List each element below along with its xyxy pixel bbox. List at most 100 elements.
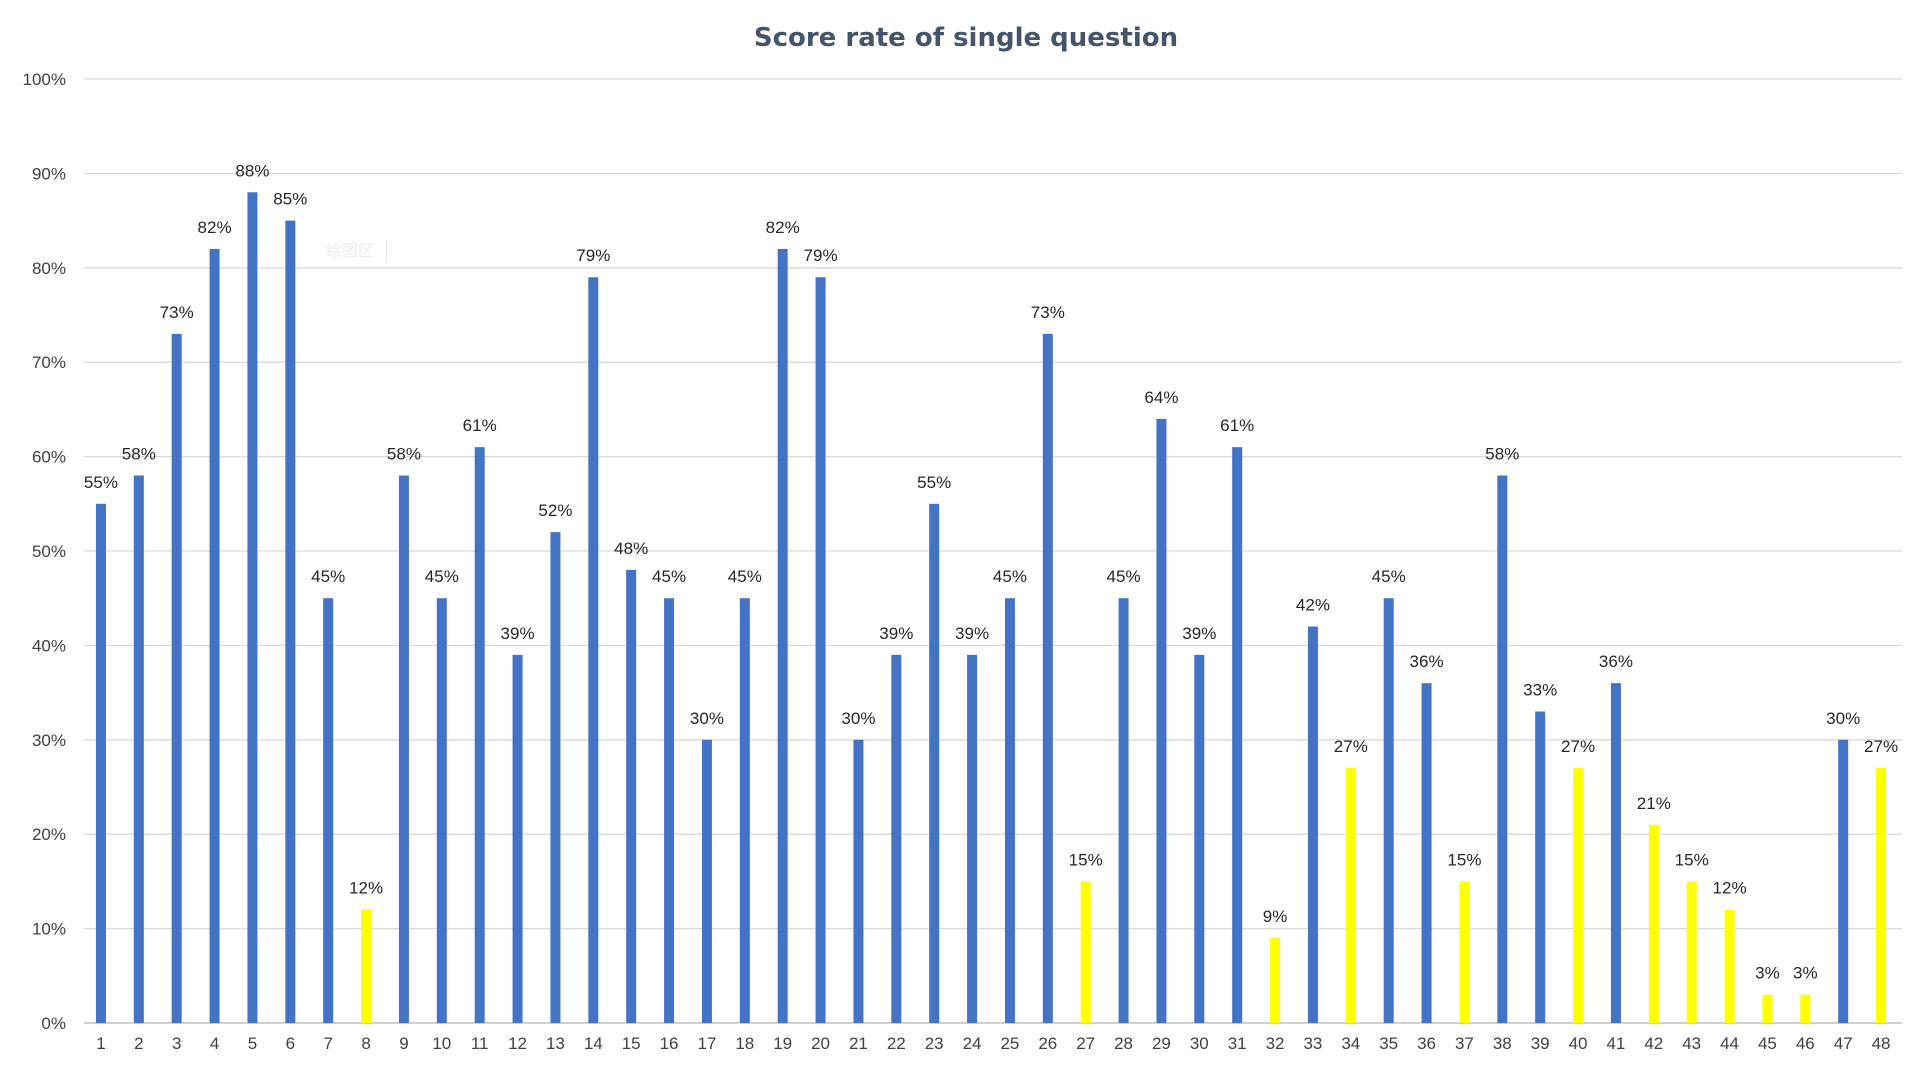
data-label: 36% — [1599, 652, 1633, 671]
bar — [1686, 881, 1697, 1023]
x-tick-label: 26 — [1038, 1034, 1057, 1053]
y-tick-label: 90% — [32, 164, 66, 183]
x-tick-label: 11 — [471, 1034, 489, 1053]
bar — [588, 277, 599, 1023]
x-tick-label: 24 — [963, 1034, 982, 1053]
x-tick-label: 10 — [432, 1034, 451, 1053]
x-tick-label: 45 — [1758, 1034, 1777, 1053]
x-tick-label: 25 — [1000, 1034, 1019, 1053]
x-tick-label: 32 — [1266, 1034, 1285, 1053]
data-label: 30% — [841, 709, 875, 728]
bar — [853, 739, 864, 1023]
bar — [1573, 768, 1584, 1023]
data-label: 45% — [1107, 567, 1141, 586]
bar — [285, 220, 296, 1024]
x-tick-label: 21 — [849, 1034, 868, 1053]
x-tick-label: 41 — [1606, 1034, 1625, 1053]
x-tick-label: 27 — [1076, 1034, 1095, 1053]
bar — [1080, 881, 1091, 1023]
x-tick-label: 30 — [1190, 1034, 1209, 1053]
x-tick-label: 7 — [323, 1034, 332, 1053]
x-tick-label: 14 — [584, 1034, 603, 1053]
data-label: 58% — [387, 444, 421, 463]
data-label: 61% — [1220, 416, 1254, 435]
y-tick-label: 30% — [32, 731, 66, 750]
data-label: 3% — [1755, 964, 1780, 983]
data-label: 27% — [1561, 737, 1595, 756]
bar — [1800, 994, 1811, 1023]
x-axis-ticks: 1 2 3 4 5 6 7 8 9 10 11 12 13 14 15 16 17 18 19 20 21 22 23 24 2… — [96, 1034, 1890, 1053]
data-label: 52% — [538, 501, 572, 520]
bar — [1497, 475, 1508, 1024]
y-axis-ticks: 0% 10% 20% 30% 40% 50% 60% 70% 80% 90% 100% — [23, 70, 66, 1033]
data-label: 42% — [1296, 596, 1330, 615]
data-label: 39% — [1182, 624, 1216, 643]
data-label: 3% — [1793, 964, 1818, 983]
bar — [1838, 739, 1849, 1023]
bar — [247, 192, 258, 1023]
data-label: 15% — [1675, 850, 1709, 869]
x-tick-label: 31 — [1228, 1034, 1247, 1053]
bar — [1232, 447, 1243, 1023]
bar — [95, 503, 106, 1023]
data-labels: 55%58%73%82%88%85%45%12%58%45%61%39%52%7… — [84, 161, 1898, 982]
x-tick-label: 28 — [1114, 1034, 1133, 1053]
x-tick-label: 44 — [1720, 1034, 1739, 1053]
bar — [550, 532, 561, 1023]
x-tick-label: 3 — [172, 1034, 181, 1053]
x-tick-label: 46 — [1796, 1034, 1815, 1053]
plot-area-label: 绘图区 — [326, 240, 387, 262]
data-label: 45% — [993, 567, 1027, 586]
y-tick-label: 10% — [32, 920, 66, 939]
bar — [1383, 598, 1394, 1023]
data-label: 12% — [349, 879, 383, 898]
x-tick-label: 6 — [286, 1034, 295, 1053]
data-label: 30% — [1826, 709, 1860, 728]
data-label: 39% — [879, 624, 913, 643]
bar — [701, 739, 712, 1023]
data-label: 39% — [955, 624, 989, 643]
bar — [1648, 824, 1659, 1023]
bar — [1421, 683, 1432, 1023]
x-tick-label: 13 — [546, 1034, 565, 1053]
data-label: 45% — [728, 567, 762, 586]
x-tick-label: 12 — [508, 1034, 527, 1053]
data-label: 73% — [1031, 303, 1065, 322]
data-label: 36% — [1410, 652, 1444, 671]
bar — [171, 333, 182, 1023]
x-tick-label: 42 — [1644, 1034, 1663, 1053]
bar — [474, 447, 485, 1023]
x-tick-label: 33 — [1303, 1034, 1322, 1053]
data-label: 39% — [501, 624, 535, 643]
bar — [1535, 711, 1546, 1023]
data-label: 58% — [1485, 444, 1519, 463]
bar — [1042, 333, 1053, 1023]
bar — [398, 475, 409, 1024]
y-tick-label: 70% — [32, 353, 66, 372]
x-tick-label: 2 — [134, 1034, 143, 1053]
data-label: 9% — [1263, 907, 1288, 926]
data-label: 85% — [273, 190, 307, 209]
x-tick-label: 9 — [399, 1034, 408, 1053]
bar — [323, 598, 334, 1023]
data-label: 45% — [311, 567, 345, 586]
data-label: 27% — [1334, 737, 1368, 756]
x-tick-label: 34 — [1341, 1034, 1360, 1053]
bar — [512, 654, 523, 1023]
gridlines — [84, 78, 1902, 1024]
x-tick-label: 22 — [887, 1034, 906, 1053]
x-tick-label: 17 — [697, 1034, 716, 1053]
x-tick-label: 1 — [96, 1034, 105, 1053]
bar — [1345, 768, 1356, 1023]
bar — [777, 248, 788, 1024]
x-tick-label: 20 — [811, 1034, 830, 1053]
data-label: 64% — [1144, 388, 1178, 407]
bar — [1194, 654, 1205, 1023]
x-tick-label: 15 — [622, 1034, 641, 1053]
data-label: 82% — [766, 218, 800, 237]
x-tick-label: 38 — [1493, 1034, 1512, 1053]
data-label: 82% — [198, 218, 232, 237]
bar — [1270, 938, 1281, 1023]
